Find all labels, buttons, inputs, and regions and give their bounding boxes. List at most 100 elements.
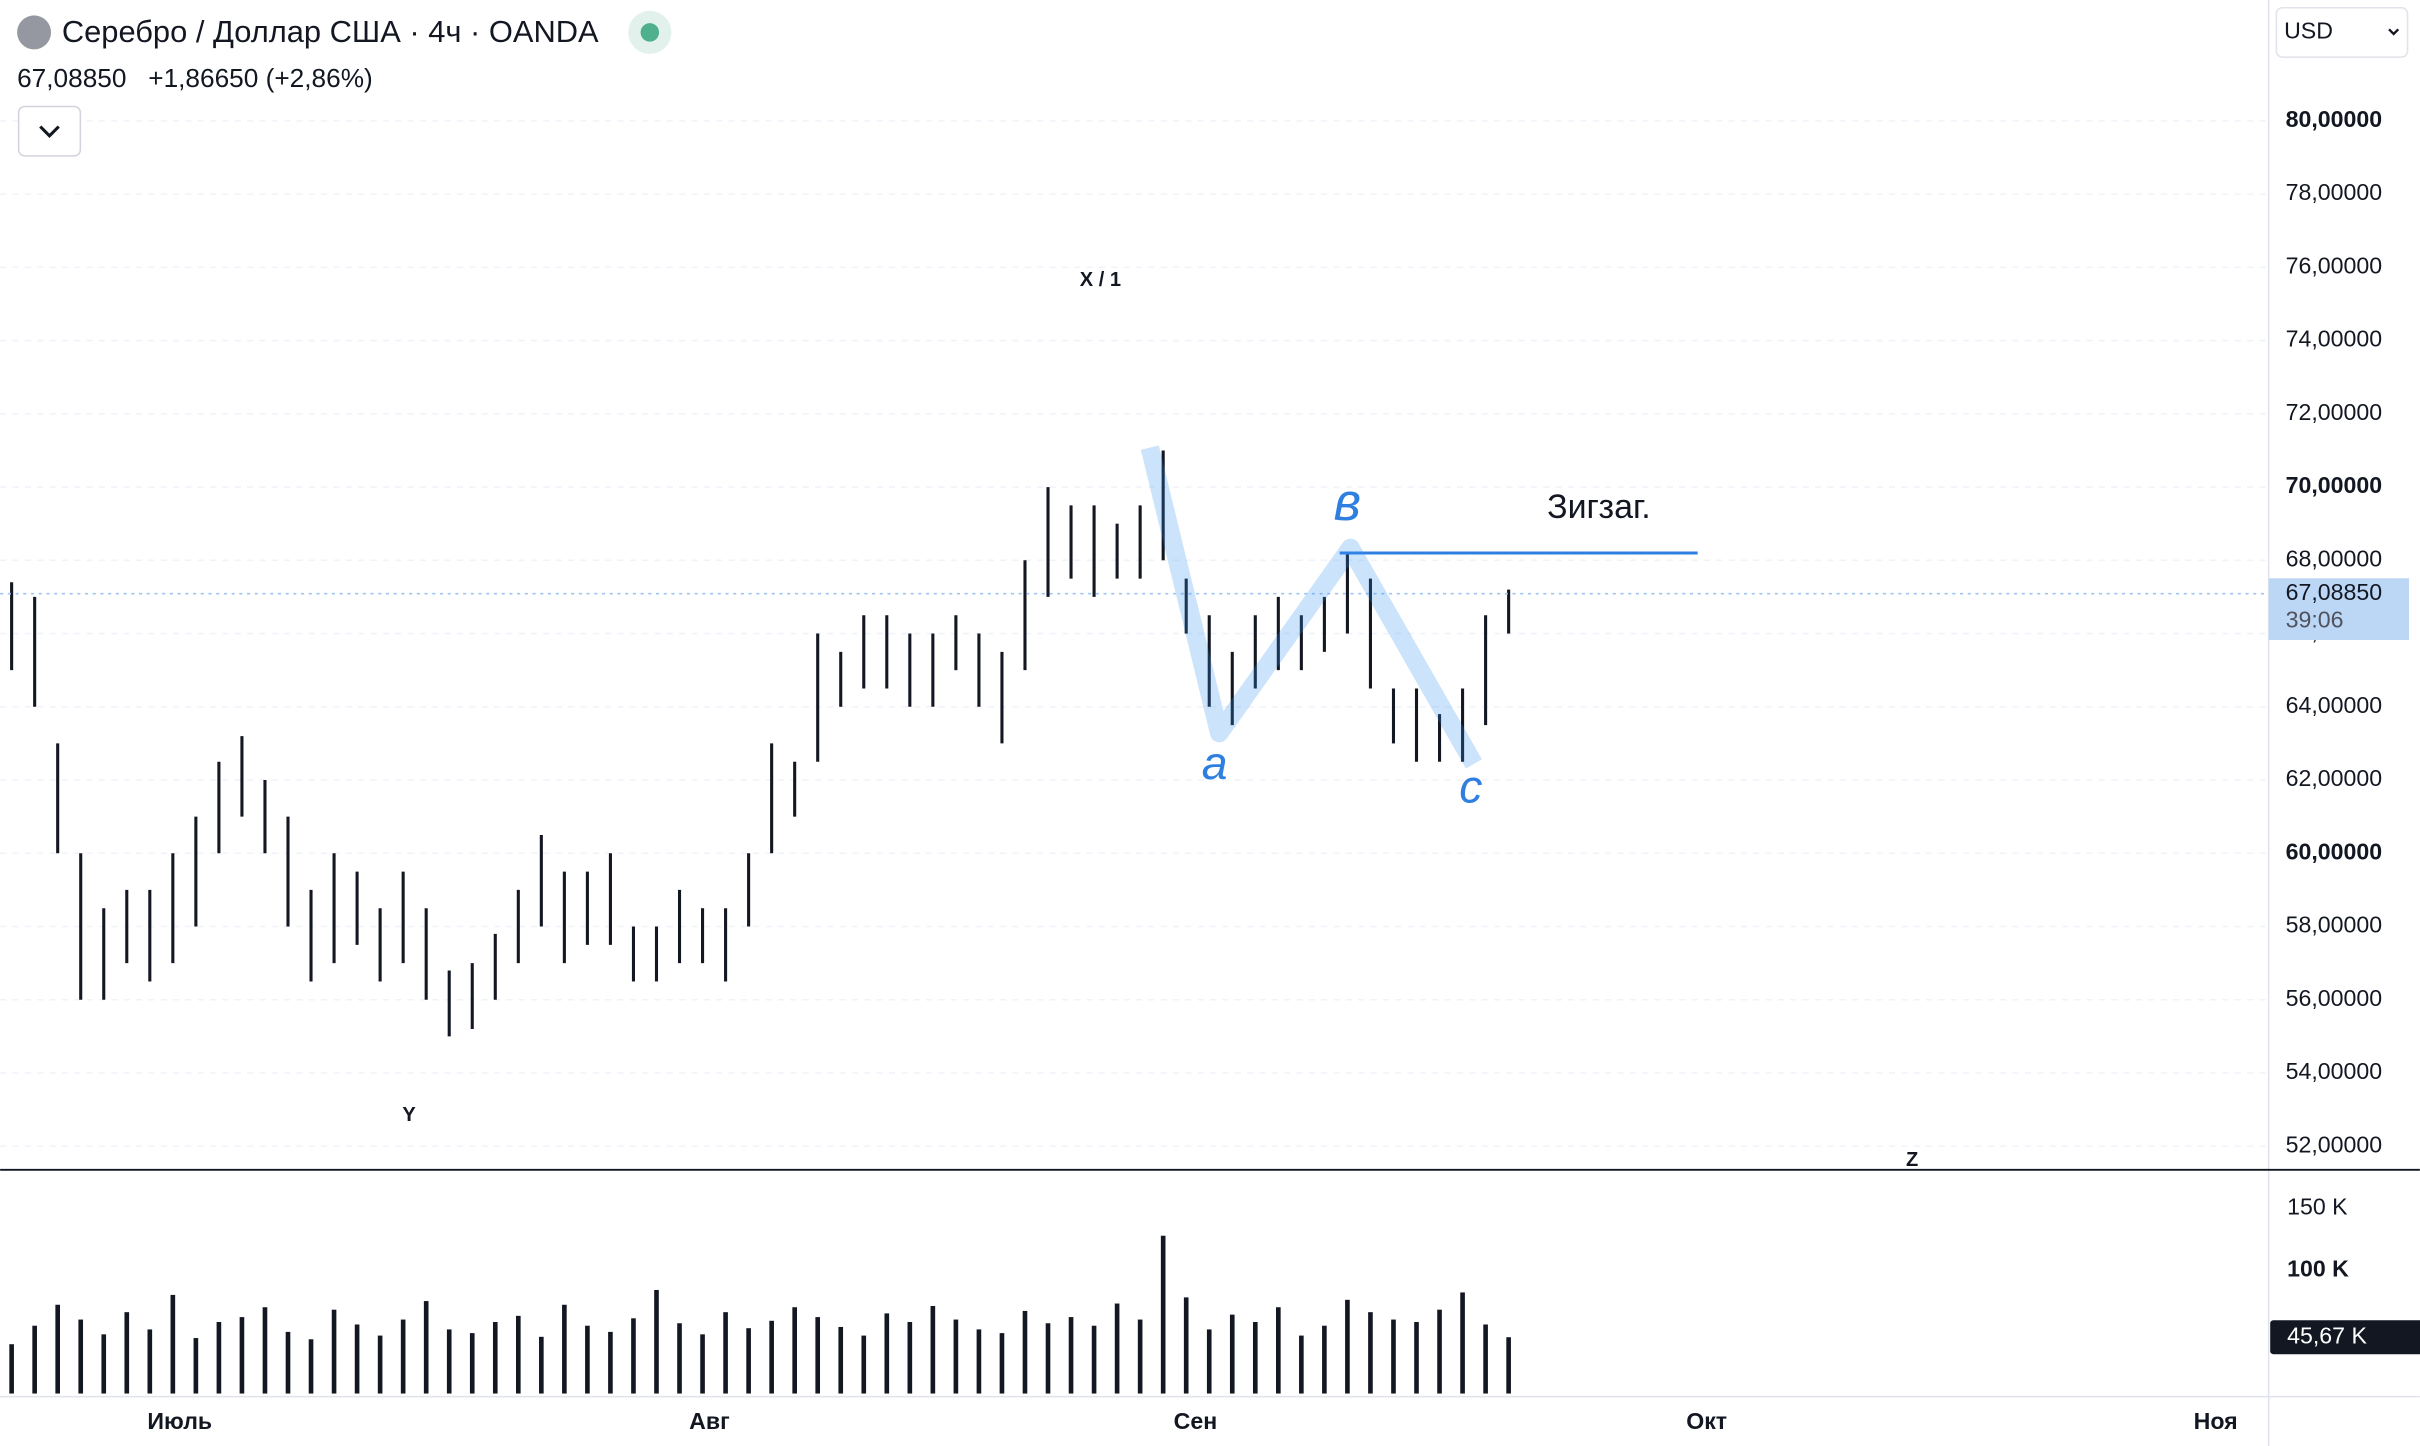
volume-bar	[884, 1313, 890, 1394]
volume-bar	[654, 1289, 659, 1394]
grid	[0, 120, 2269, 1148]
volume-bar	[1206, 1329, 1212, 1394]
volume-bar	[539, 1336, 544, 1394]
axis-labels: 52,00000 54,00000 56,00000 58,00000 60,00000…	[147, 106, 2420, 1434]
x-tick-label: Июль	[147, 1408, 212, 1434]
volume-bar	[907, 1322, 913, 1394]
last-price: 67,08850	[17, 63, 126, 93]
volume-bar	[1183, 1297, 1189, 1394]
volume-bar	[1114, 1303, 1120, 1394]
volume-bar	[262, 1307, 268, 1394]
volume-bar	[331, 1309, 337, 1394]
volume-bar	[446, 1329, 452, 1394]
x-tick-label: Окт	[1686, 1408, 1727, 1434]
volume-bar	[1414, 1322, 1419, 1394]
volume-bar	[1068, 1317, 1074, 1394]
volume-bar	[1368, 1312, 1373, 1394]
y-tick-label: 64,00000	[2286, 692, 2382, 718]
y2-tick-label: 150 K	[2287, 1194, 2348, 1220]
y-tick-label: 74,00000	[2286, 326, 2382, 352]
volume-bar	[608, 1331, 613, 1394]
volume-bar	[1045, 1323, 1051, 1394]
y-tick-label: 68,00000	[2286, 545, 2382, 571]
wave-letter: a	[1202, 737, 1228, 789]
volume-bar	[562, 1304, 567, 1394]
volume-bar	[1437, 1309, 1442, 1394]
volume-bar	[78, 1319, 84, 1394]
volume-bar	[631, 1318, 636, 1394]
volume-bar	[700, 1334, 705, 1394]
volume-bar	[815, 1317, 821, 1394]
volume-bar	[723, 1312, 728, 1394]
volume-bar	[1345, 1299, 1350, 1394]
last-volume-label: 45,67 K	[2287, 1322, 2367, 1348]
volume-bar	[1460, 1292, 1465, 1394]
volume-bar	[515, 1315, 521, 1394]
x-tick-label: Авг	[689, 1408, 730, 1434]
select-arrow	[2388, 28, 2400, 36]
volume-bar	[1483, 1324, 1488, 1394]
volume-bar	[1299, 1335, 1304, 1394]
volume-bar	[239, 1317, 245, 1394]
last-price-label: 67,08850	[2286, 579, 2382, 605]
volume-bar	[861, 1335, 867, 1394]
volume-bar	[1506, 1337, 1511, 1394]
y-tick-label: 62,00000	[2286, 765, 2382, 791]
symbol-title[interactable]: Серебро / Доллар США · 4ч · OANDA	[62, 14, 599, 49]
volume-bar	[999, 1333, 1005, 1394]
volume-bar	[1252, 1322, 1258, 1394]
volume-bar	[469, 1333, 475, 1394]
volume-bar	[124, 1312, 130, 1394]
volume-bar	[677, 1323, 682, 1394]
volume-bar	[285, 1331, 291, 1394]
y-tick-label: 70,00000	[2286, 472, 2382, 498]
volume-bar	[769, 1320, 774, 1394]
volume-bar	[9, 1344, 14, 1394]
last-volume-box	[2270, 1320, 2420, 1355]
volume-bar	[1022, 1310, 1028, 1394]
volume-bar	[308, 1339, 314, 1394]
currency-label: USD	[2284, 18, 2333, 44]
y-tick-label: 60,00000	[2286, 838, 2382, 864]
y2-tick-label: 100 K	[2287, 1255, 2349, 1281]
volume-bar	[746, 1328, 751, 1394]
wave-label: X / 1	[1080, 269, 1121, 291]
volume-bar	[400, 1319, 406, 1394]
volume-bar	[423, 1301, 429, 1394]
volume-bar	[1160, 1235, 1166, 1394]
countdown-label: 39:06	[2286, 607, 2344, 633]
y-tick-label: 52,00000	[2286, 1131, 2382, 1157]
x-tick-label: Сен	[1174, 1408, 1218, 1434]
wave-drawing	[1140, 445, 1482, 769]
wave-label: Z	[1906, 1149, 1918, 1171]
volume-bar	[1137, 1319, 1143, 1394]
wave-label: Y	[402, 1104, 416, 1126]
volume-bar	[1276, 1307, 1281, 1394]
volume-bar	[170, 1294, 176, 1394]
y-tick-label: 54,00000	[2286, 1058, 2382, 1084]
volume-bar	[1391, 1319, 1396, 1394]
y-tick-label: 56,00000	[2286, 985, 2382, 1011]
volume-bar	[101, 1334, 107, 1394]
volume-bar	[216, 1322, 222, 1394]
volume-bar	[953, 1319, 959, 1394]
volume-bar	[32, 1325, 37, 1394]
volume-bar	[838, 1326, 844, 1394]
volume-bar	[193, 1338, 199, 1394]
volume-bar	[976, 1329, 982, 1394]
y-tick-label: 78,00000	[2286, 179, 2382, 205]
chevron-icon	[39, 125, 60, 138]
x-tick-label: Ноя	[2194, 1408, 2238, 1434]
y-tick-label: 80,00000	[2286, 106, 2382, 132]
volume-bar	[492, 1322, 498, 1394]
wave-letter: в	[1334, 474, 1361, 532]
wave-letter: c	[1459, 760, 1482, 812]
pattern-label: Зигзаг.	[1547, 488, 1651, 526]
status-dot	[640, 23, 660, 42]
y-tick-label: 72,00000	[2286, 399, 2382, 425]
volume-bar	[792, 1307, 797, 1394]
collapse-button[interactable]	[17, 105, 82, 157]
currency-select[interactable]	[2275, 6, 2409, 58]
volume-bar	[585, 1325, 590, 1394]
